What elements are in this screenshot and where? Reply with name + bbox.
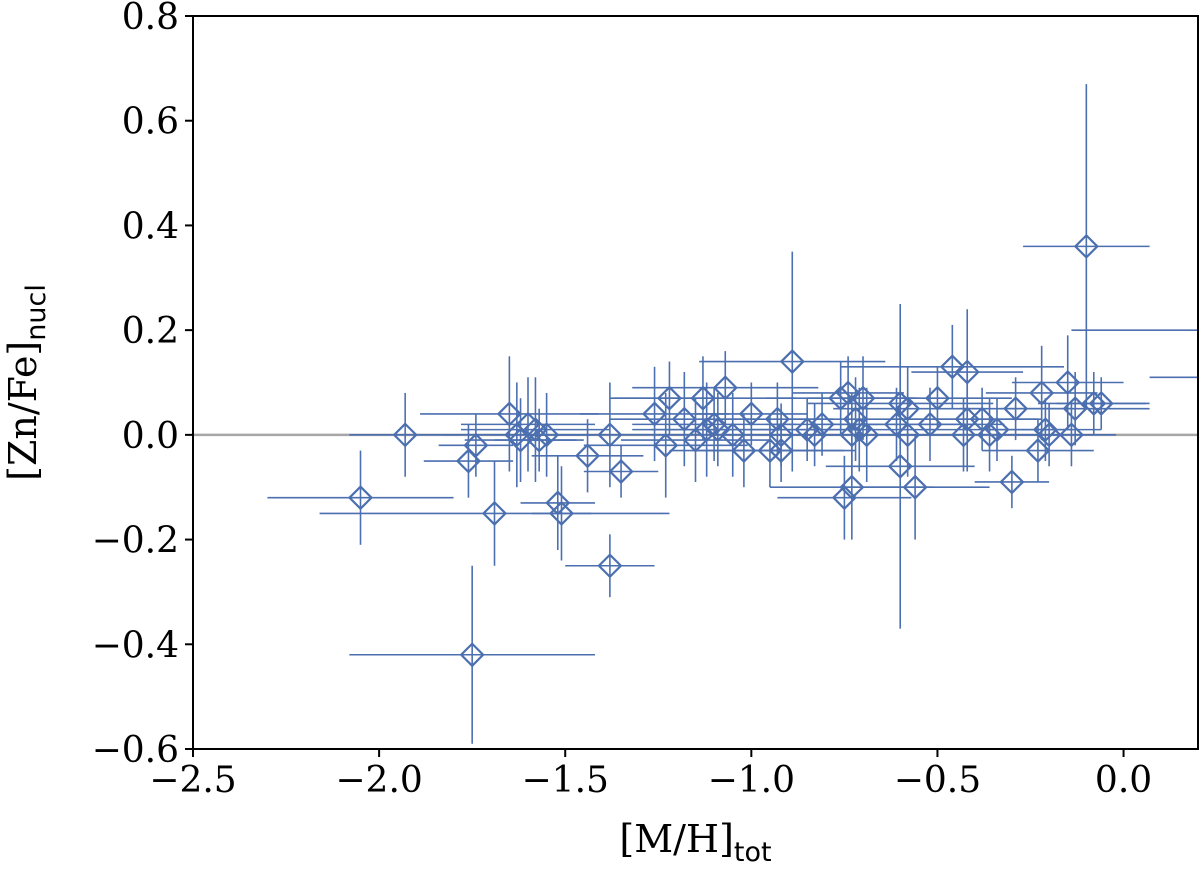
x-tick-label: −1.5 [522, 760, 609, 801]
y-tick-label: 0.6 [122, 102, 179, 143]
data-point [850, 385, 876, 411]
axis-ticks: −2.5 −2.0 −1.5 −1.0 −0.5 0.0 −0.6 −0.4 −0.2 0.0 0.… [92, 0, 1153, 801]
data-point [917, 411, 943, 437]
y-tick-label: 0.0 [122, 416, 179, 457]
data-point [690, 385, 716, 411]
data-point [459, 642, 485, 668]
data-point [597, 553, 623, 579]
data-point [950, 422, 977, 448]
x-tick-label: −2.0 [335, 760, 422, 801]
data-point [731, 438, 757, 464]
data-point [976, 422, 1003, 448]
data-point [712, 375, 738, 401]
y-tick-label: −0.6 [92, 730, 179, 771]
x-tick-label: −2.5 [149, 760, 236, 801]
data-point [548, 500, 575, 526]
data-point [522, 417, 549, 443]
data-point [671, 406, 697, 432]
data-point [1036, 422, 1062, 448]
data-point [515, 411, 541, 437]
data-point [1003, 396, 1029, 422]
data-point [1062, 396, 1088, 422]
data-point [720, 422, 746, 448]
data-point [1055, 369, 1081, 396]
x-tick-label: 0.0 [1095, 760, 1152, 801]
data-point [835, 380, 861, 406]
data-point [768, 438, 794, 464]
data-point [481, 500, 508, 526]
data-point [1088, 390, 1114, 416]
data-point [1081, 390, 1107, 416]
data-point [1029, 380, 1055, 406]
data-point [597, 422, 623, 448]
data-point [764, 406, 790, 432]
data-point [653, 432, 679, 458]
data-point [846, 417, 872, 443]
x-axis-label: [M/H]tot [619, 817, 771, 868]
data-point [984, 417, 1010, 443]
y-tick-label: −0.4 [92, 625, 179, 666]
data-point [392, 422, 418, 448]
data-point [802, 422, 828, 448]
data-point [839, 474, 865, 500]
data-point [939, 354, 965, 380]
data-point [809, 411, 835, 437]
data-point [887, 390, 913, 416]
data-point [705, 417, 731, 443]
data-point [347, 485, 374, 511]
y-tick-label: 0.2 [122, 311, 179, 352]
data-point [831, 485, 857, 511]
data-point [1025, 438, 1051, 464]
data-point [895, 396, 921, 422]
data-point [641, 401, 668, 427]
data-point [999, 469, 1025, 495]
y-axis-label: [Zn/Fe]nucl [1, 284, 52, 481]
data-point [794, 417, 820, 443]
data-point [779, 349, 805, 375]
data-point [887, 453, 913, 479]
x-tick-label: −1.0 [708, 760, 795, 801]
y-tick-label: 0.4 [122, 206, 179, 247]
data-point [1058, 422, 1085, 448]
data-point [534, 422, 560, 448]
x-tick-label: −0.5 [894, 760, 981, 801]
data-point [1073, 233, 1099, 259]
data-point [526, 427, 552, 453]
data-point [828, 385, 854, 411]
data-point [768, 422, 794, 448]
data-point [496, 401, 522, 427]
data-point [656, 385, 683, 411]
data-point [854, 422, 880, 448]
y-tick-label: −0.2 [92, 521, 179, 562]
data-point [694, 417, 720, 443]
plot-area [193, 84, 1198, 744]
data-point [738, 401, 764, 427]
data-point [608, 458, 634, 485]
data-point [895, 422, 921, 448]
data-point [902, 474, 928, 500]
data-point [924, 385, 951, 411]
data-point [574, 443, 601, 469]
data-group [193, 84, 1198, 744]
y-tick-label: 0.8 [122, 0, 179, 38]
data-point [757, 438, 783, 464]
data-point [954, 359, 980, 385]
data-point [842, 406, 869, 432]
data-point [545, 490, 571, 516]
data-point [463, 432, 489, 458]
axes-frame [192, 15, 1199, 750]
